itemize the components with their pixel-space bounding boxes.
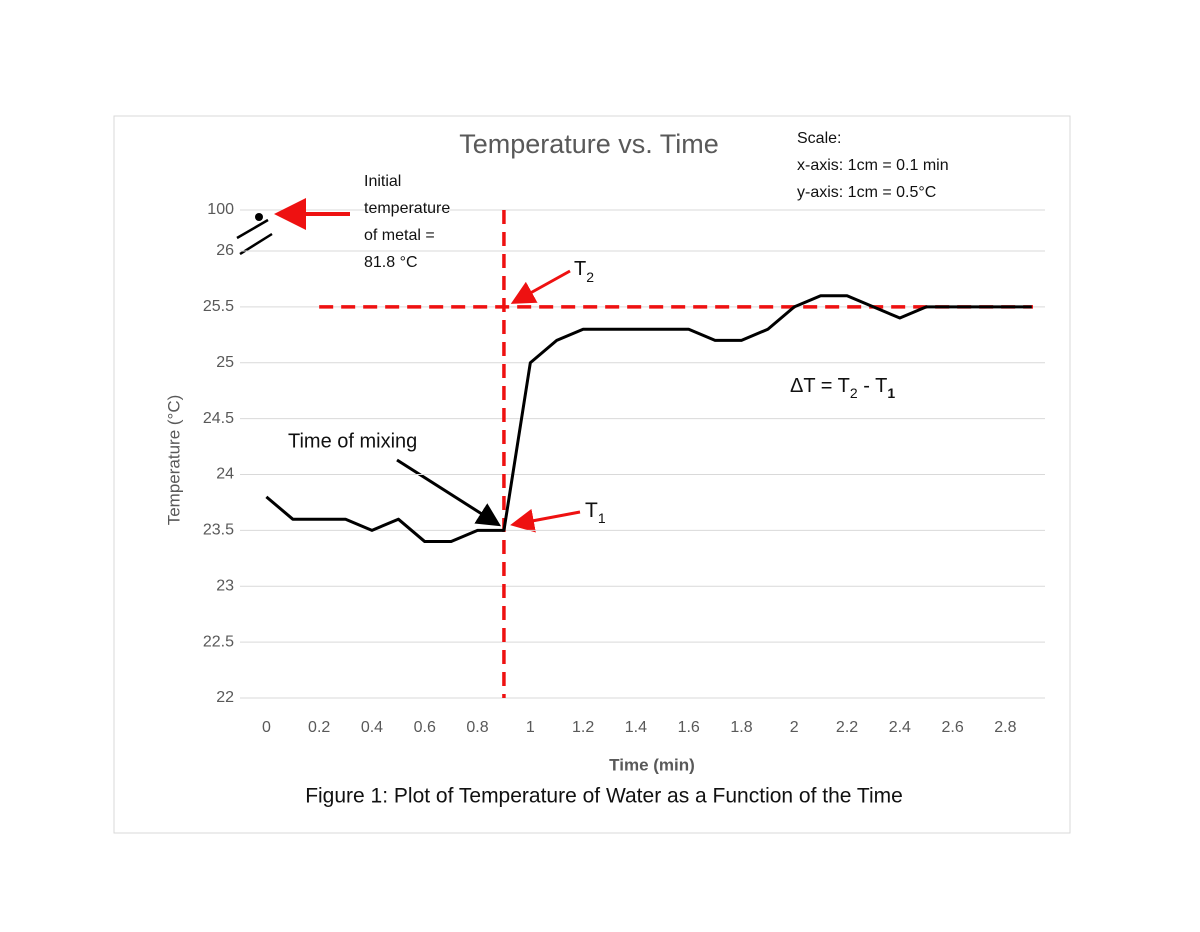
mixing-note: Time of mixing xyxy=(288,430,417,452)
arrow xyxy=(396,458,502,527)
x-tick-label: 1 xyxy=(526,719,535,736)
initial-note: 81.8 °C xyxy=(364,254,418,271)
y-tick-label: 24 xyxy=(216,466,234,483)
x-tick-label: 0.4 xyxy=(361,719,383,736)
axis-break xyxy=(236,218,269,240)
y-tick-label: 22.5 xyxy=(203,633,234,650)
axis-break-label: 100 xyxy=(207,201,234,218)
initial-note: of metal = xyxy=(364,227,435,244)
x-tick-label: 1.6 xyxy=(678,719,700,736)
caption: Figure 1: Plot of Temperature of Water a… xyxy=(305,785,903,808)
x-tick-label: 2.8 xyxy=(994,719,1016,736)
initial-point xyxy=(255,213,263,221)
y-tick-label: 22 xyxy=(216,689,234,706)
arrow xyxy=(510,508,581,533)
arrow xyxy=(510,269,571,304)
y-tick-label: 23.5 xyxy=(203,522,234,539)
x-tick-label: 0.8 xyxy=(466,719,488,736)
chart-title: Temperature vs. Time xyxy=(459,129,719,159)
y-tick-label: 26 xyxy=(216,242,234,259)
t1-label: T1 xyxy=(585,499,606,526)
x-tick-label: 0.6 xyxy=(414,719,436,736)
initial-note: Initial xyxy=(364,173,401,190)
scale-note: y-axis: 1cm = 0.5°C xyxy=(797,184,936,201)
scale-note: x-axis: 1cm = 0.1 min xyxy=(797,157,949,174)
data-line xyxy=(265,294,1032,544)
x-tick-label: 0.2 xyxy=(308,719,330,736)
x-tick-label: 2.2 xyxy=(836,719,858,736)
scale-note: Scale: xyxy=(797,130,841,147)
initial-note: temperature xyxy=(364,200,450,217)
x-tick-label: 0 xyxy=(262,719,271,736)
y-tick-label: 25.5 xyxy=(203,298,234,315)
y-tick-label: 24.5 xyxy=(203,410,234,427)
delta-t-label: ΔT = T2 - T1 xyxy=(790,375,895,400)
x-axis-title: Time (min) xyxy=(609,755,695,774)
x-tick-label: 1.2 xyxy=(572,719,594,736)
x-tick-label: 2.6 xyxy=(941,719,963,736)
x-tick-label: 2 xyxy=(790,719,799,736)
t2-label: T2 xyxy=(574,258,594,284)
y-axis-title: Temperature (°C) xyxy=(164,395,183,526)
x-tick-label: 1.4 xyxy=(625,719,647,736)
y-tick-label: 23 xyxy=(216,577,234,594)
x-tick-label: 2.4 xyxy=(889,719,911,736)
y-tick-label: 25 xyxy=(216,354,234,371)
x-tick-label: 1.8 xyxy=(730,719,752,736)
